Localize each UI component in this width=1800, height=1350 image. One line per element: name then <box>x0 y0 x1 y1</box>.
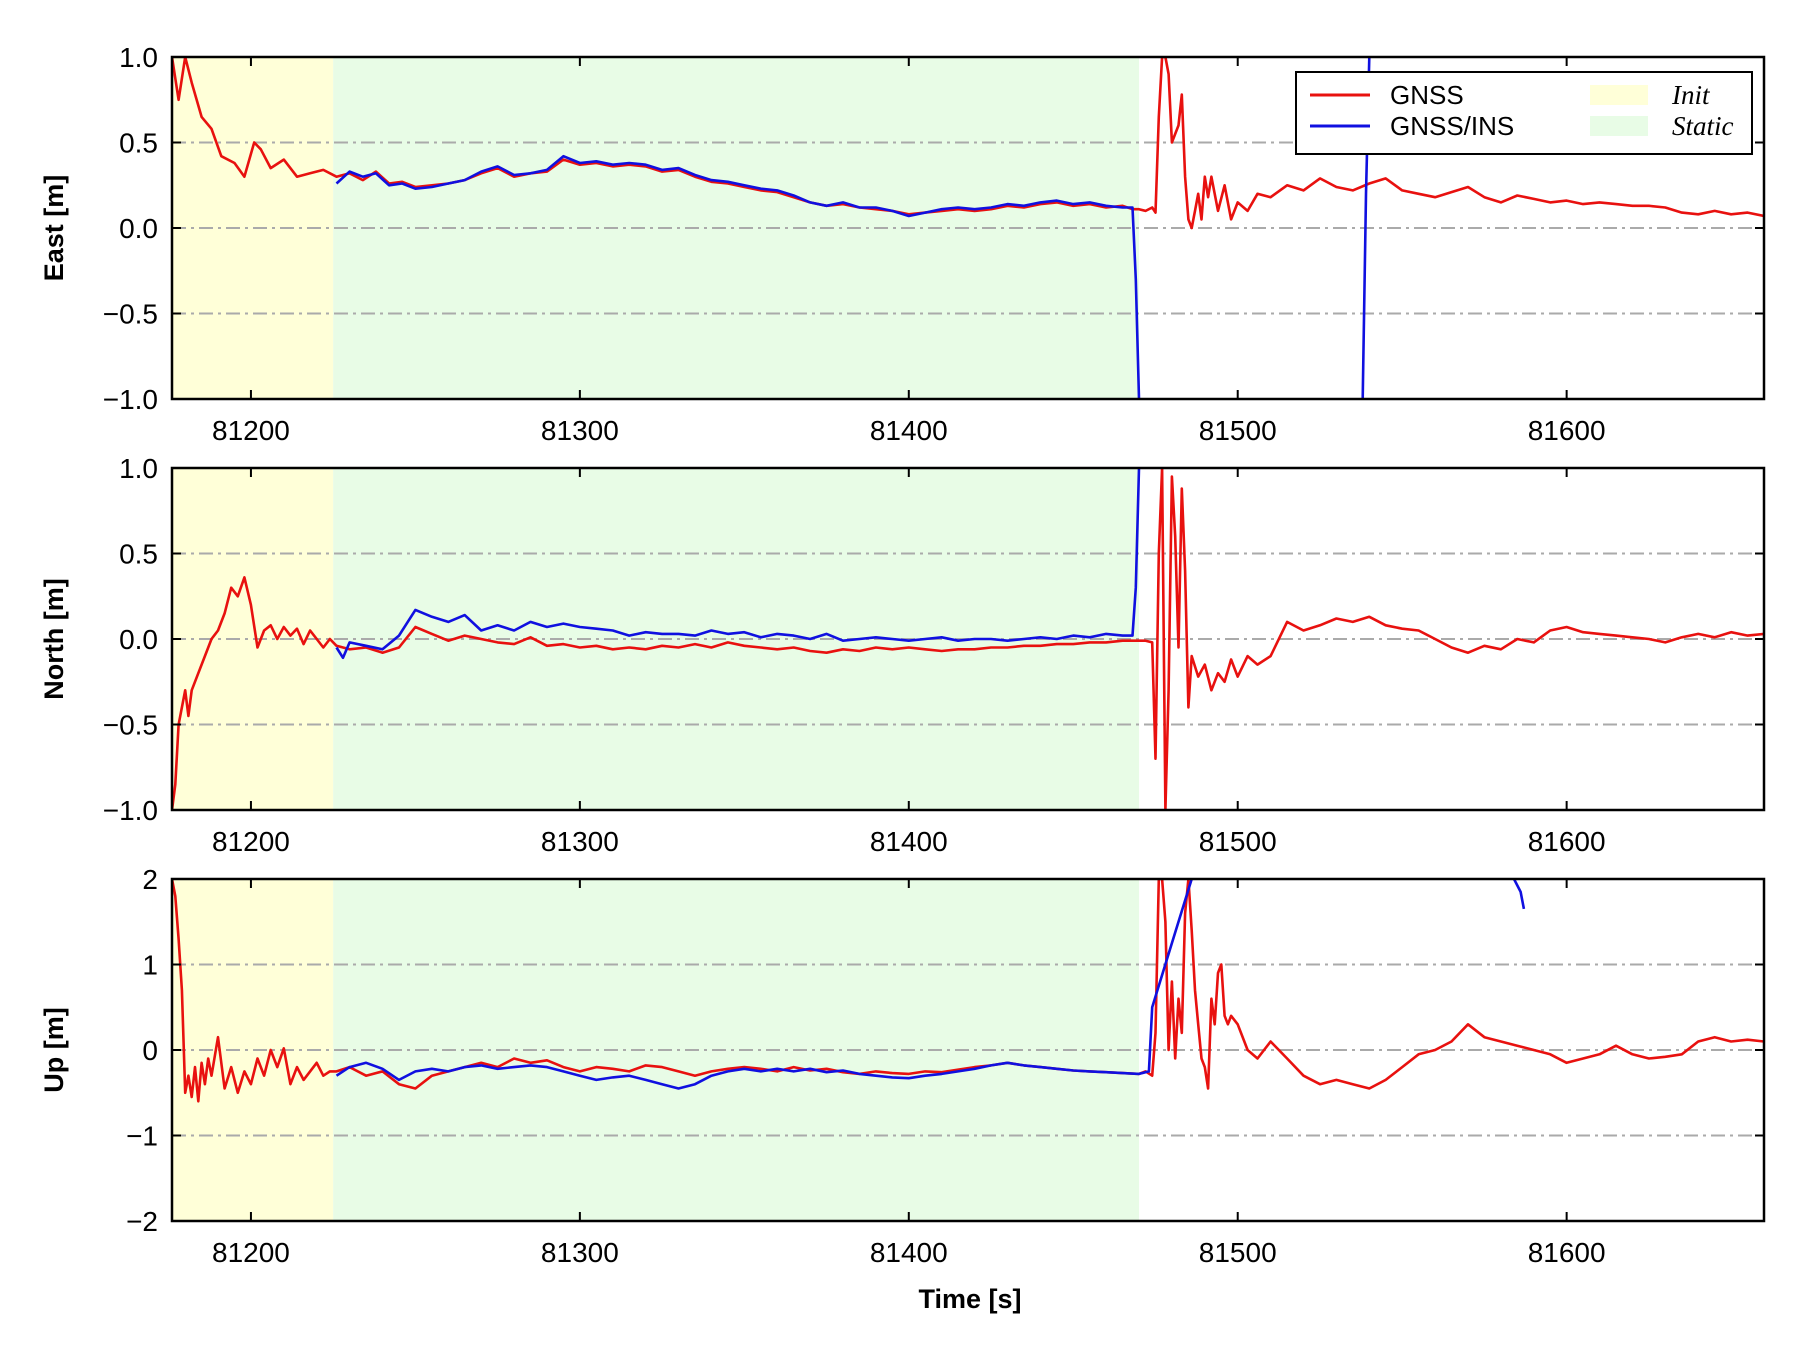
y-tick-label: 1.0 <box>119 42 158 73</box>
y-axis-label: East [m] <box>39 175 69 282</box>
y-tick-label: −1 <box>126 1121 158 1152</box>
legend-static-swatch <box>1590 116 1648 136</box>
y-tick-label: −2 <box>126 1206 158 1237</box>
y-tick-label: 2 <box>142 864 158 895</box>
legend-init-label: Init <box>1671 80 1711 110</box>
y-tick-label: 1.0 <box>119 453 158 484</box>
series-gnss <box>172 468 1764 810</box>
shade-static <box>333 57 1140 399</box>
x-tick-label: 81500 <box>1199 826 1277 857</box>
y-axis-label: Up [m] <box>39 1007 69 1092</box>
y-tick-label: 0.0 <box>119 624 158 655</box>
x-tick-label: 81600 <box>1528 415 1606 446</box>
series-gnss <box>172 879 1764 1103</box>
x-tick-label: 81200 <box>212 826 290 857</box>
x-tick-label: 81400 <box>870 826 948 857</box>
y-tick-label: 0 <box>142 1035 158 1066</box>
legend-init-swatch <box>1590 85 1648 105</box>
x-tick-label: 81300 <box>541 415 619 446</box>
x-tick-label: 81300 <box>541 1237 619 1268</box>
shade-static <box>333 879 1140 1221</box>
y-tick-label: −0.5 <box>103 299 158 330</box>
x-tick-label: 81300 <box>541 826 619 857</box>
shade-init <box>172 57 334 399</box>
x-tick-label: 81200 <box>212 1237 290 1268</box>
x-tick-label: 81600 <box>1528 1237 1606 1268</box>
legend-gnss-label: GNSS <box>1390 80 1464 110</box>
x-tick-label: 81200 <box>212 415 290 446</box>
x-axis-label: Time [s] <box>918 1284 1021 1314</box>
panel-3: 2 1 0 −1 −2 81200 81300 81400 81500 81600 Up [m] <box>39 864 1766 1268</box>
x-tick-label: 81400 <box>870 415 948 446</box>
y-tick-label: −0.5 <box>103 710 158 741</box>
legend-box <box>1295 71 1753 155</box>
series-gnss <box>172 57 1764 230</box>
y-tick-label: 0.5 <box>119 128 158 159</box>
series-gnss-ins <box>335 468 1141 660</box>
shade-static <box>333 468 1140 810</box>
legend-gnss-ins-label: GNSS/INS <box>1390 111 1514 141</box>
series-gnss-ins <box>335 879 1526 1090</box>
shade-init <box>172 879 334 1221</box>
panel-2: 1.0 0.5 0.0 −0.5 −1.0 81200 81300 81400 81500 816… <box>39 453 1766 857</box>
y-tick-label: −1.0 <box>103 384 158 415</box>
x-tick-label: 81600 <box>1528 826 1606 857</box>
panel-1: 1.0 0.5 0.0 −0.5 −1.0 81200 81300 81400 81500 816… <box>39 42 1766 446</box>
x-tick-label: 81400 <box>870 1237 948 1268</box>
y-axis-label: North [m] <box>39 578 69 699</box>
x-tick-label: 81500 <box>1199 1237 1277 1268</box>
legend-static-label: Static <box>1672 111 1734 141</box>
y-tick-label: 0.5 <box>119 539 158 570</box>
y-tick-label: 1 <box>142 950 158 981</box>
y-tick-label: −1.0 <box>103 795 158 826</box>
x-tick-label: 81500 <box>1199 415 1277 446</box>
y-tick-label: 0.0 <box>119 213 158 244</box>
